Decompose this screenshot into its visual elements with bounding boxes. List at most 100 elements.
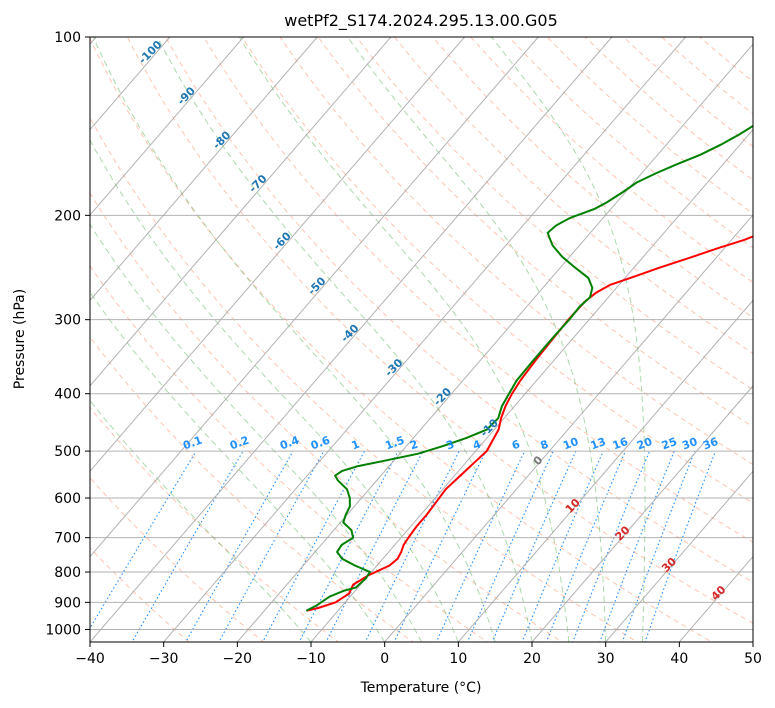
y-axis-label: Pressure (hPa) [12, 289, 28, 389]
mixing-ratio-line [545, 450, 626, 642]
mixing-ratio-line [599, 450, 675, 642]
mixing-ratio-line [131, 450, 244, 642]
dry-adiabat-line [203, 37, 753, 543]
x-axis-label: Temperature (°C) [360, 680, 482, 696]
mixing-ratio-line [218, 450, 325, 642]
isotherm-line [90, 37, 244, 216]
isotherm-line [90, 37, 318, 302]
dry-adiabat-line [241, 37, 753, 504]
y-tick-label: 200 [54, 208, 81, 224]
dry-adiabat-line [356, 37, 753, 391]
x-tick-label: 40 [670, 651, 688, 667]
mixing-ratio-label: 8 [539, 438, 551, 453]
x-tick-label: 10 [449, 651, 467, 667]
dry-adiabat-line [584, 37, 753, 181]
y-tick-label: 700 [54, 531, 81, 547]
dry-adiabat-line [394, 37, 753, 354]
isotherm-line [384, 214, 753, 642]
dry-adiabat-line [432, 37, 753, 319]
moist-adiabat-line [90, 139, 459, 642]
y-tick-label: 300 [54, 313, 81, 329]
grid-lines [90, 37, 753, 642]
dry-adiabat-line [279, 37, 753, 466]
y-tick-label: 400 [54, 387, 81, 403]
isotherm-line [90, 37, 465, 472]
mixing-ratio-line [325, 450, 424, 642]
moist-adiabat-line [92, 37, 496, 642]
mixing-ratio-label: 20 [635, 435, 654, 453]
dry-adiabat-line [90, 192, 564, 642]
mixing-ratio-label: 1.5 [383, 434, 406, 453]
x-tick-label: 20 [523, 651, 541, 667]
dry-adiabat-line [90, 264, 489, 642]
x-axis: −40 −30 −20 −10 0 10 20 30 40 50 [75, 642, 762, 667]
x-tick-label: −30 [149, 651, 179, 667]
mixing-ratio-label: 16 [611, 435, 630, 453]
moist-adiabat-line [90, 291, 386, 642]
isotherm-line [531, 385, 753, 642]
x-tick-label: −40 [75, 651, 105, 667]
plot-frame [89, 36, 754, 643]
y-axis: 100 200 300 400 500 600 700 800 900 1000 [45, 30, 90, 638]
mixing-ratio-label: 1 [350, 438, 362, 453]
mixing-ratio-label: 0.2 [228, 434, 251, 453]
mixing-ratio-line [185, 450, 294, 642]
mixing-ratio-label: 4 [471, 438, 483, 453]
isotherm-line [310, 128, 753, 642]
mixing-ratio-label: 0.6 [309, 433, 332, 452]
mixing-ratio-line [521, 450, 604, 642]
mixing-ratio-line [491, 450, 577, 642]
dry-adiabat-line [90, 37, 713, 642]
plot-background [90, 37, 753, 642]
moist-adiabat-line [238, 37, 570, 642]
x-tick-label: 0 [380, 651, 389, 667]
dry-adiabat-line [470, 37, 753, 284]
mixing-ratio-line [90, 450, 197, 630]
y-tick-label: 100 [54, 30, 81, 46]
x-tick-label: 30 [597, 651, 615, 667]
dry-adiabat-line [90, 406, 340, 642]
mixing-ratio-label: 6 [510, 438, 522, 453]
mixing-ratio-line [435, 450, 526, 642]
y-tick-label: 600 [54, 491, 81, 507]
isotherm-line [752, 641, 753, 642]
x-tick-label: −20 [223, 651, 253, 667]
mixing-ratio-line [364, 450, 460, 642]
mixing-ratio-label: 36 [701, 435, 720, 453]
moist-adiabat-line [491, 37, 646, 642]
isotherm-line [163, 37, 686, 642]
mixing-ratio-label: 25 [660, 435, 679, 452]
mixing-ratio-label: 10 [561, 435, 580, 453]
y-tick-label: 900 [54, 595, 81, 611]
isotherm-line [90, 37, 539, 558]
background-lines [90, 37, 753, 642]
x-tick-label: −10 [296, 651, 326, 667]
mixing-ratio-label: 0.1 [181, 434, 204, 453]
mixing-ratio-line [393, 450, 487, 642]
dry-adiabat-line [90, 477, 265, 642]
x-tick-label: 50 [744, 651, 762, 667]
profile-line [305, 124, 753, 612]
isotherm-line [457, 299, 753, 642]
mixing-ratio-line [572, 450, 651, 642]
isotherm-line [605, 470, 753, 642]
isotherm-line [90, 37, 613, 642]
moist-adiabat-line [156, 37, 533, 642]
moist-adiabat-line [90, 223, 422, 642]
y-tick-label: 800 [54, 565, 81, 581]
isotherm-line [90, 37, 392, 387]
mixing-ratio-line [621, 450, 696, 642]
mixing-ratio-label: 0.4 [278, 433, 301, 452]
moist-adiabat-line [347, 37, 607, 642]
profile-series [305, 124, 753, 612]
mixing-ratio-label: 30 [680, 435, 699, 453]
dry-adiabat-line [90, 116, 638, 642]
mixing-ratio-label: 3 [445, 438, 457, 453]
chart-title: wetPf2_S174.2024.295.13.00.G05 [284, 11, 558, 31]
mixing-ratio-label: 13 [589, 435, 608, 452]
moist-adiabat-line [90, 399, 312, 642]
dry-adiabat-line [126, 37, 753, 624]
y-tick-label: 500 [54, 444, 81, 460]
profile-line [306, 235, 753, 612]
